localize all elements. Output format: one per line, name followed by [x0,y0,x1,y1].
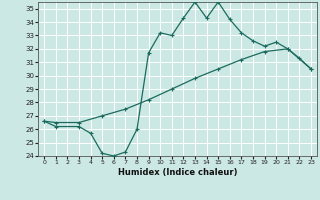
X-axis label: Humidex (Indice chaleur): Humidex (Indice chaleur) [118,168,237,177]
